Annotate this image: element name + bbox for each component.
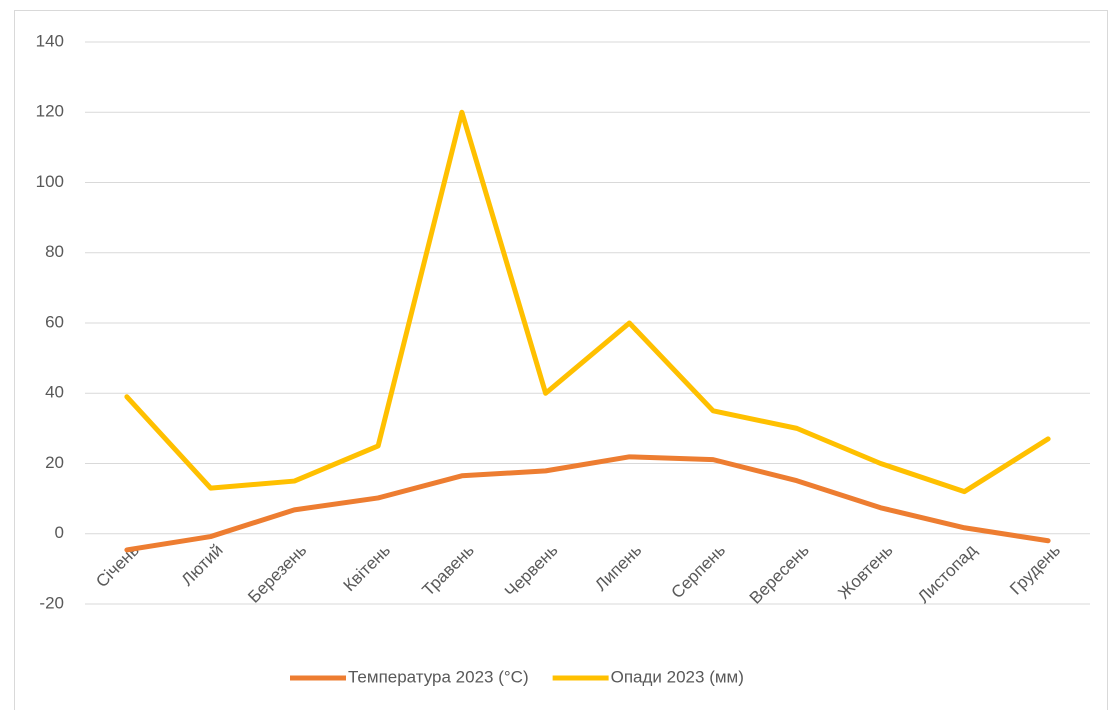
y-tick-label: 140 (36, 31, 64, 50)
y-tick-label: 40 (45, 383, 64, 402)
legend: Температура 2023 (°C) Опади 2023 (мм) (290, 667, 744, 686)
legend-label: Опади 2023 (мм) (611, 667, 744, 686)
y-tick-label: 100 (36, 172, 64, 191)
legend-label: Температура 2023 (°C) (348, 667, 529, 686)
line-series (124, 109, 1051, 495)
y-tick-label: 80 (45, 242, 64, 261)
y-tick-label: 120 (36, 102, 64, 121)
chart-frame (14, 10, 1108, 710)
line-series (124, 454, 1051, 553)
y-tick-label: 20 (45, 453, 64, 472)
y-tick-label: 60 (45, 312, 64, 331)
y-tick-label: -20 (39, 593, 64, 612)
y-tick-label: 0 (55, 523, 64, 542)
